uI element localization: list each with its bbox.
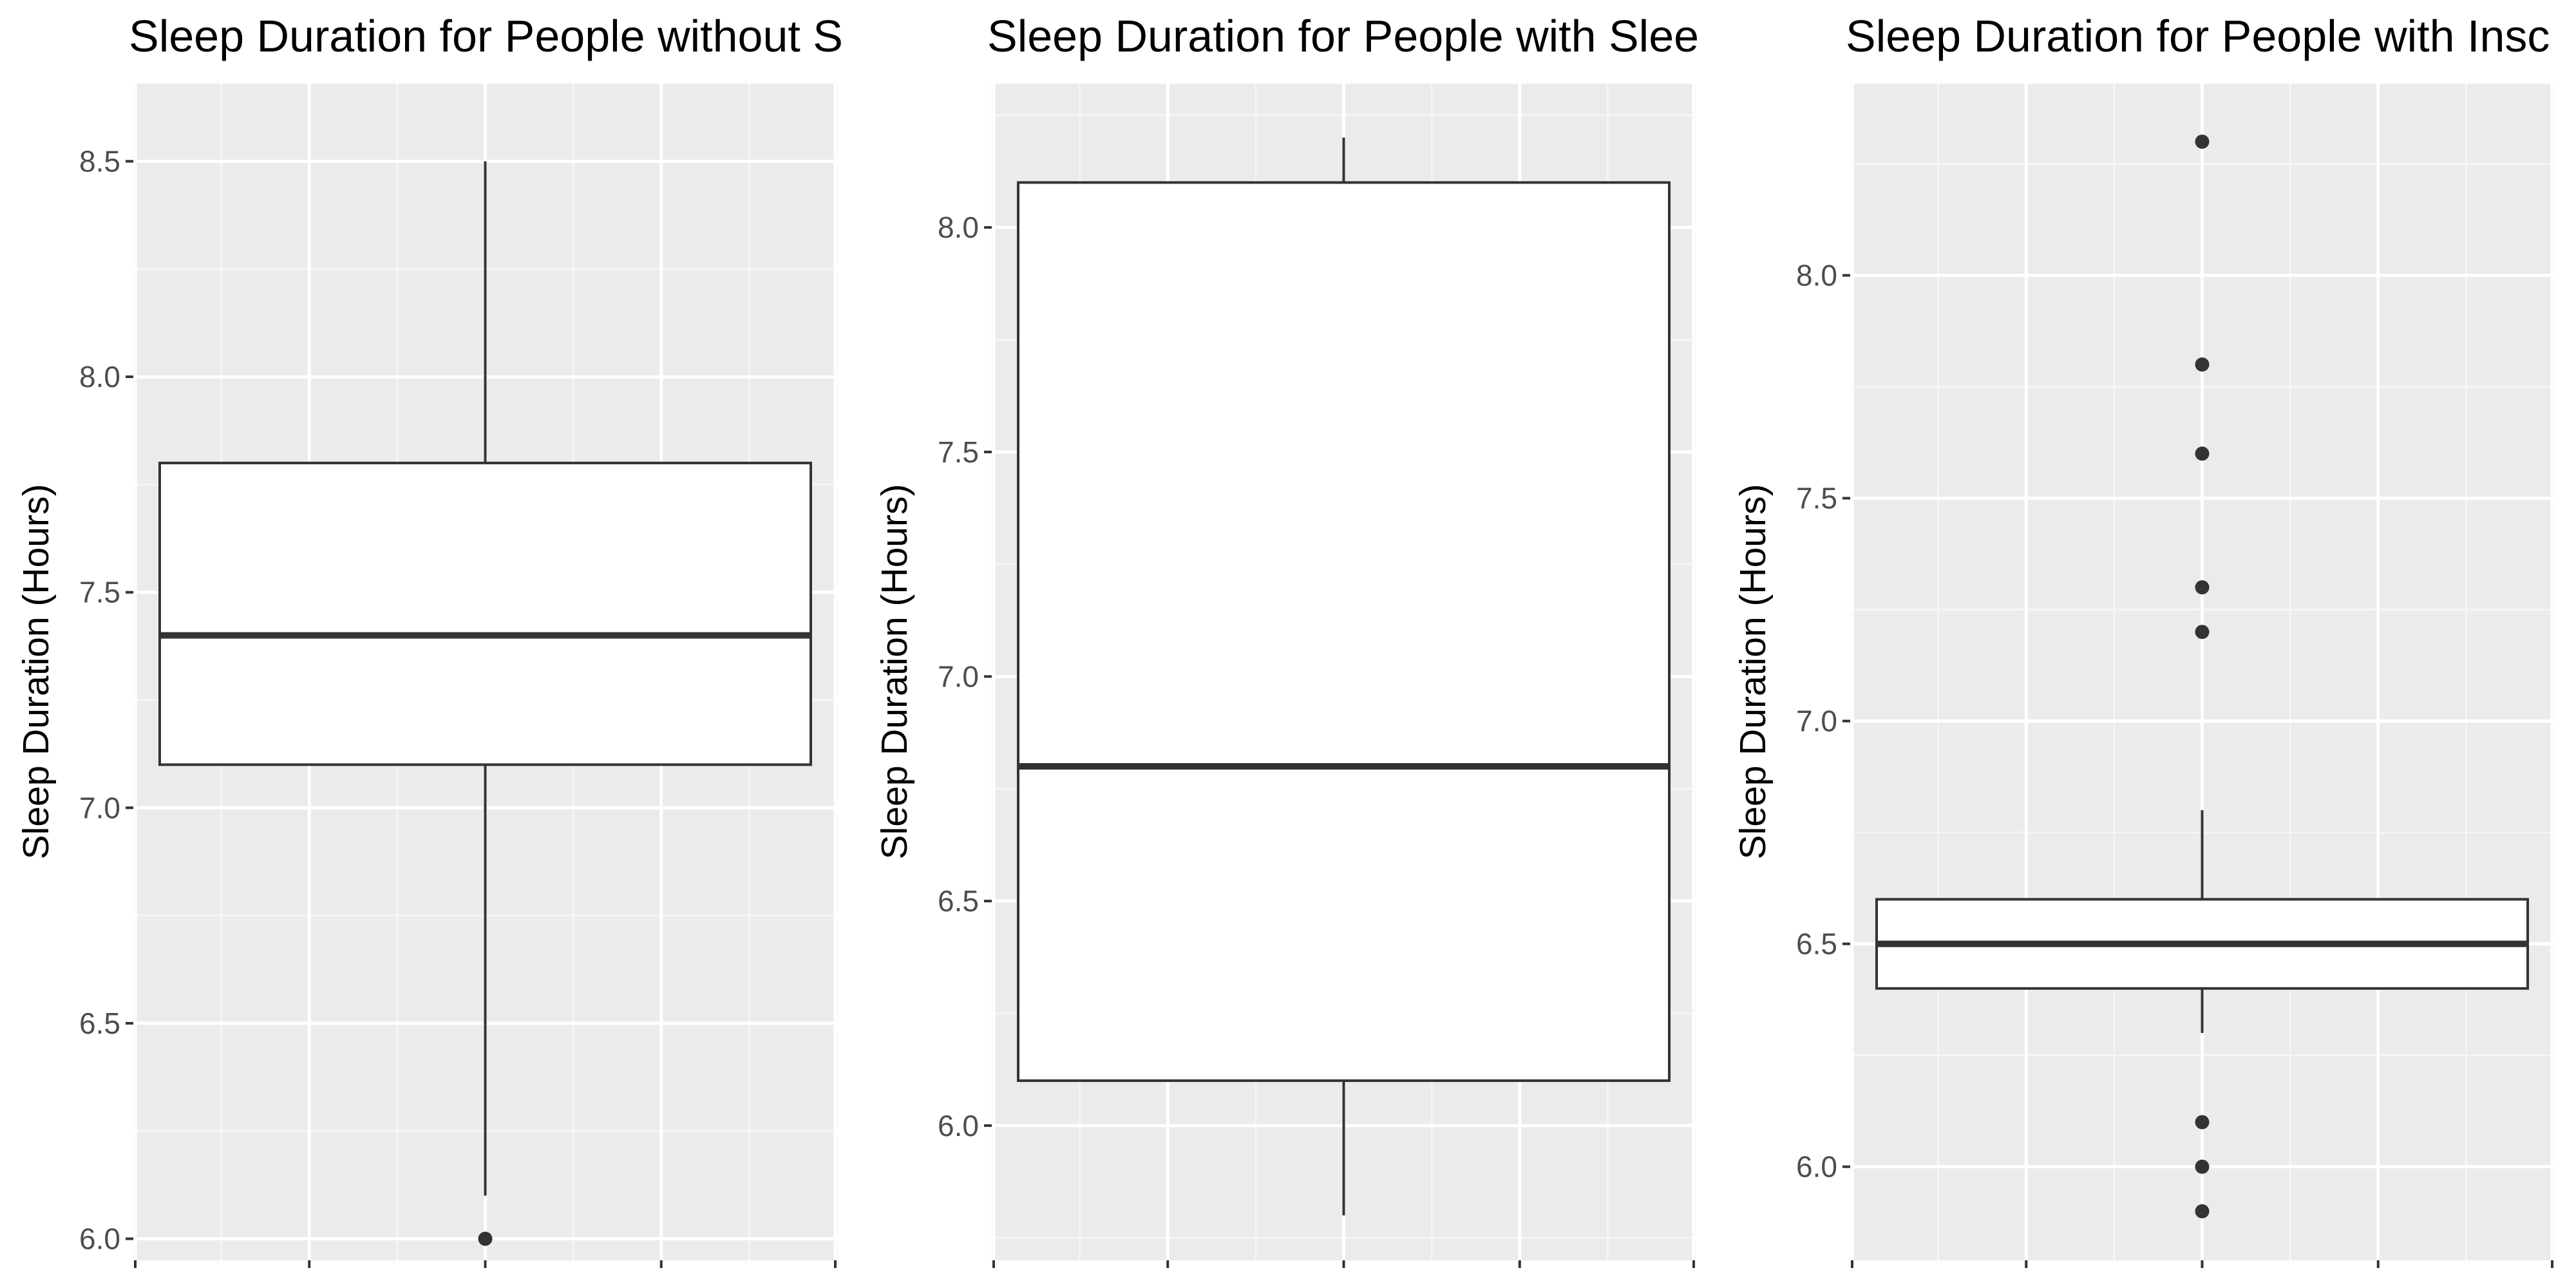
panel-3-title: Sleep Duration for People with Insc bbox=[1846, 11, 2550, 61]
panel-2-y-tick-label: 7.5 bbox=[938, 435, 979, 469]
panel-3-outlier-point bbox=[2195, 1115, 2210, 1130]
panel-3-y-tick-label: 7.0 bbox=[1796, 705, 1837, 738]
panel-2-iqr-box bbox=[1016, 181, 1671, 1083]
panel-2-y-tick-label: 6.5 bbox=[938, 884, 979, 918]
panel-3-y-axis-label: Sleep Duration (Hours) bbox=[1732, 484, 1774, 860]
panel-2-y-tick-label: 6.0 bbox=[938, 1109, 979, 1142]
panel-2-y-tick-label: 7.0 bbox=[938, 659, 979, 693]
panel-2-x-axis bbox=[992, 1260, 1695, 1268]
panel-1-iqr-box bbox=[158, 461, 813, 766]
panel-3-major-grid bbox=[1850, 84, 2554, 1260]
panel-3-box bbox=[1875, 810, 2530, 1034]
panel-1: 6.0 6.5 7.0 7.5 8.0 8.5 Sleep Duration for Pe… bbox=[15, 11, 843, 1268]
panel-3-outlier-point bbox=[2195, 1204, 2210, 1218]
panel-3-outlier-point bbox=[2195, 357, 2210, 372]
panel-3-y-tick-label: 8.0 bbox=[1796, 259, 1837, 292]
panel-2-y-axis: 6.0 6.5 7.0 7.5 8.0 bbox=[938, 211, 992, 1142]
panel-1-y-tick-label: 7.0 bbox=[79, 791, 120, 824]
panel-2-y-axis-label: Sleep Duration (Hours) bbox=[874, 484, 915, 860]
title-clip-mask-1 bbox=[860, 0, 985, 80]
panel-1-title: Sleep Duration for People without S bbox=[129, 11, 843, 61]
panel-3-outlier-point bbox=[2195, 625, 2210, 639]
panel-3: 6.0 6.5 7.0 7.5 8.0 Sleep Duration for Peopl… bbox=[1732, 11, 2554, 1268]
panel-1-x-axis bbox=[134, 1260, 837, 1268]
panel-2-title: Sleep Duration for People with Slee bbox=[987, 11, 1699, 61]
panel-1-y-axis-label: Sleep Duration (Hours) bbox=[15, 484, 57, 860]
panel-2-y-tick-label: 8.0 bbox=[938, 211, 979, 244]
panel-3-y-tick-label: 6.0 bbox=[1796, 1150, 1837, 1184]
panel-2-box bbox=[1016, 137, 1671, 1216]
panel-2: 6.0 6.5 7.0 7.5 8.0 Sleep Duration for Peopl… bbox=[874, 11, 1699, 1268]
panel-3-outlier-point bbox=[2195, 134, 2210, 149]
panel-1-y-axis: 6.0 6.5 7.0 7.5 8.0 8.5 bbox=[79, 144, 133, 1256]
panel-3-y-tick-label: 7.5 bbox=[1796, 482, 1837, 515]
panel-3-y-tick-label: 6.5 bbox=[1796, 927, 1837, 961]
panel-3-y-axis: 6.0 6.5 7.0 7.5 8.0 bbox=[1796, 259, 1850, 1184]
panel-1-outliers bbox=[478, 1231, 493, 1246]
panel-3-x-axis bbox=[1851, 1260, 2553, 1268]
panel-3-outliers bbox=[2195, 134, 2210, 1218]
panel-3-outlier-point bbox=[2195, 1159, 2210, 1174]
title-clip-mask-2 bbox=[1718, 0, 1844, 80]
panel-3-outlier-point bbox=[2195, 446, 2210, 461]
panel-1-box bbox=[158, 161, 813, 1196]
panel-1-y-tick-label: 6.0 bbox=[79, 1222, 120, 1256]
panel-1-outlier-point bbox=[478, 1231, 493, 1246]
panel-1-y-tick-label: 8.5 bbox=[79, 144, 120, 178]
title-clip-mask-3 bbox=[2570, 0, 2576, 80]
panel-1-y-tick-label: 7.5 bbox=[79, 576, 120, 609]
panel-1-y-tick-label: 6.5 bbox=[79, 1007, 120, 1040]
panel-1-y-tick-label: 8.0 bbox=[79, 360, 120, 393]
panel-3-outlier-point bbox=[2195, 580, 2210, 595]
